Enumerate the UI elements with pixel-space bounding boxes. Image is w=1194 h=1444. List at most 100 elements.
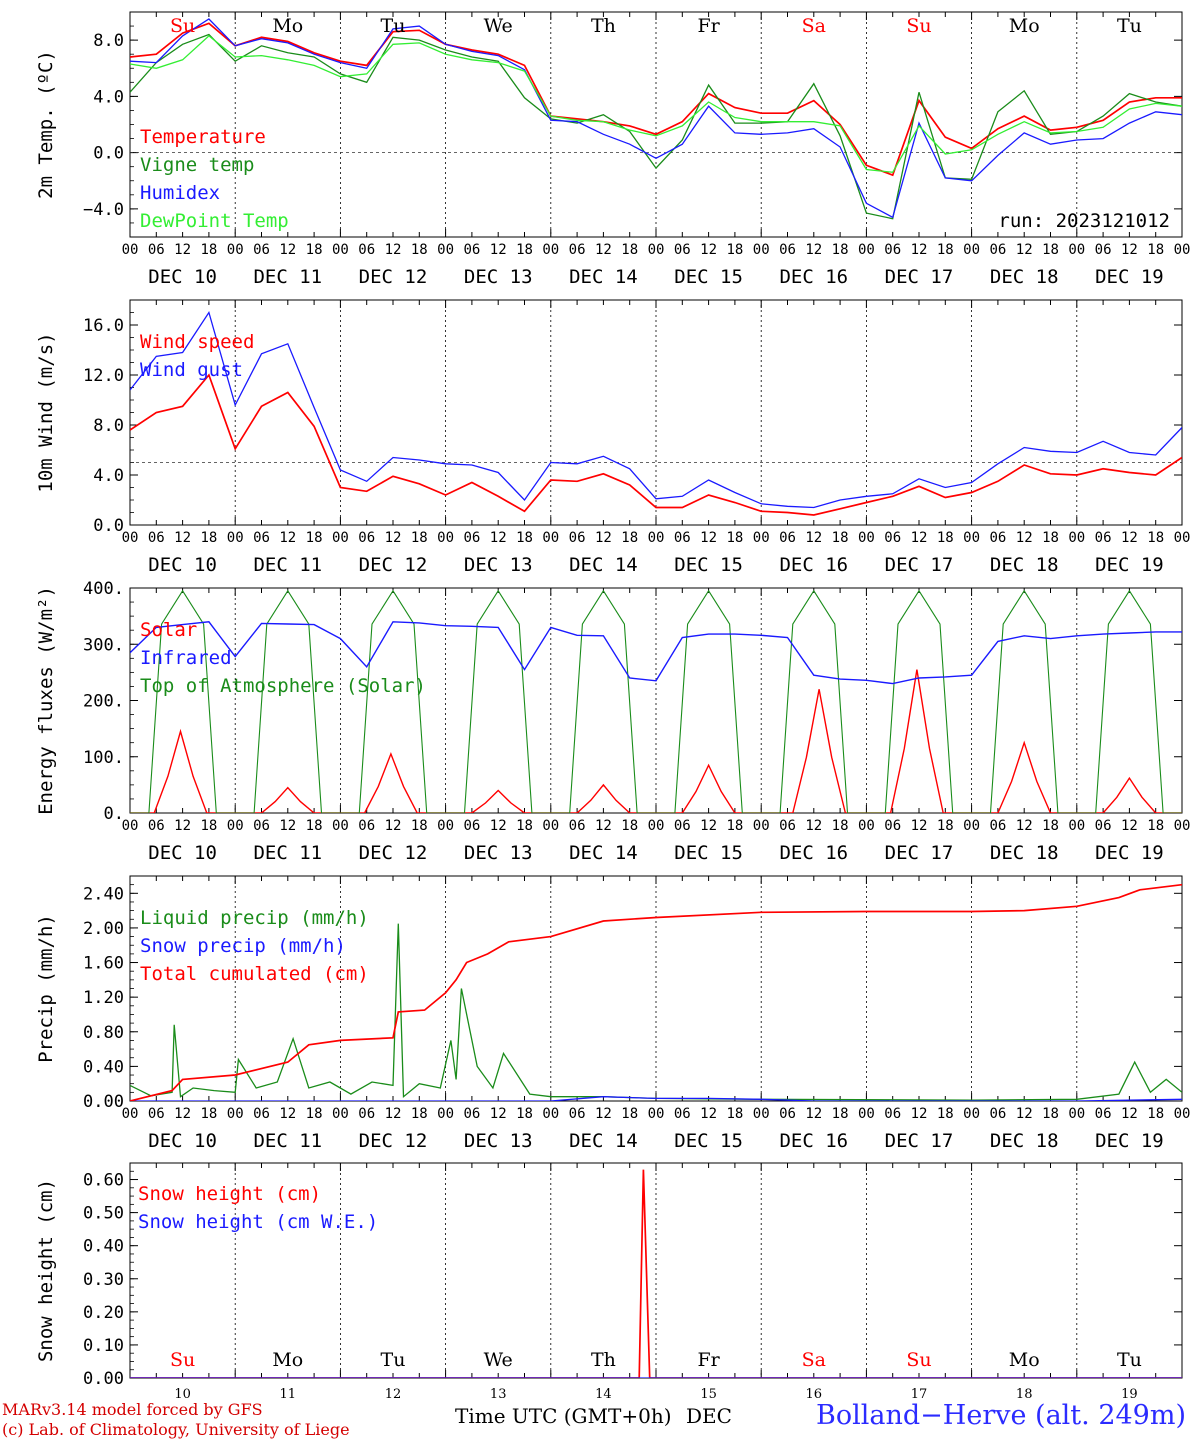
weekday-label-bottom: Tu <box>1117 1349 1142 1371</box>
x-hour-label: 12 <box>490 242 507 258</box>
x-hour-label: 06 <box>674 1106 691 1122</box>
y-tick-label: 0.10 <box>83 1336 124 1356</box>
x-hour-label: 00 <box>227 818 244 834</box>
legend-entry: Liquid precip (mm/h) <box>140 907 369 929</box>
x-hour-label: 12 <box>279 1106 296 1122</box>
x-hour-label: 00 <box>542 818 559 834</box>
series-line <box>130 1169 1182 1378</box>
date-label: DEC 12 <box>359 1130 428 1152</box>
x-hour-label: 00 <box>753 530 770 546</box>
x-hour-label: 00 <box>858 530 875 546</box>
legend-entry: Solar <box>140 619 197 641</box>
x-hour-label: 12 <box>1121 242 1138 258</box>
x-hour-label: 18 <box>1042 242 1059 258</box>
x-hour-label: 18 <box>937 242 954 258</box>
date-label: DEC 11 <box>253 1130 322 1152</box>
weekday-label: Mo <box>272 15 303 37</box>
date-label: DEC 19 <box>1095 1130 1164 1152</box>
date-label: DEC 16 <box>779 554 848 576</box>
y-tick-label: 16.0 <box>83 316 124 336</box>
series-line <box>130 1096 1182 1101</box>
x-hour-label: 00 <box>648 242 665 258</box>
x-hour-label: 00 <box>1174 1106 1191 1122</box>
x-hour-label: 06 <box>253 242 270 258</box>
y-axis-label: Energy fluxes (W/m²) <box>35 586 57 815</box>
x-hour-label: 18 <box>1042 1106 1059 1122</box>
x-hour-label: 00 <box>122 818 139 834</box>
x-hour-label: 06 <box>463 818 480 834</box>
x-hour-label: 18 <box>1147 242 1164 258</box>
y-tick-label: 1.60 <box>83 954 124 974</box>
date-label: DEC 18 <box>990 1130 1059 1152</box>
x-hour-label: 12 <box>174 1106 191 1122</box>
x-hour-label: 18 <box>306 242 323 258</box>
weekday-label-bottom: Mo <box>272 1349 303 1371</box>
y-tick-label: 0.0 <box>93 144 124 164</box>
x-hour-label: 12 <box>279 242 296 258</box>
x-hour-label: 18 <box>200 1106 217 1122</box>
x-hour-label: 06 <box>253 1106 270 1122</box>
y-tick-label: 12.0 <box>83 366 124 386</box>
legend-entry: Top of Atmosphere (Solar) <box>140 675 426 697</box>
x-hour-label: 00 <box>437 242 454 258</box>
legend-entry: Humidex <box>140 182 220 204</box>
y-tick-label: 4.0 <box>93 87 124 107</box>
legend-entry: DewPoint Temp <box>140 210 289 232</box>
date-label: DEC 15 <box>674 1130 743 1152</box>
x-hour-label: 06 <box>884 242 901 258</box>
x-hour-label: 06 <box>989 1106 1006 1122</box>
legend-entry: Temperature <box>140 126 266 148</box>
x-hour-label: 12 <box>279 818 296 834</box>
x-hour-label: 12 <box>595 1106 612 1122</box>
x-hour-label: 00 <box>858 242 875 258</box>
model-credit: MARv3.14 model forced by GFS <box>2 1400 263 1419</box>
date-label: DEC 19 <box>1095 266 1164 288</box>
date-label: DEC 16 <box>779 842 848 864</box>
x-hour-label: 18 <box>937 818 954 834</box>
y-axis-label: 10m Wind (m/s) <box>35 332 57 492</box>
weekday-label-bottom: Sa <box>802 1349 826 1371</box>
x-hour-label: 12 <box>385 1106 402 1122</box>
x-hour-label: 06 <box>569 530 586 546</box>
x-hour-label: 00 <box>332 818 349 834</box>
x-hour-label: 12 <box>595 242 612 258</box>
weekday-label-bottom: Su <box>170 1349 195 1371</box>
x-hour-label: 00 <box>963 818 980 834</box>
x-hour-label: 18 <box>726 1106 743 1122</box>
x-hour-label: 12 <box>490 1106 507 1122</box>
x-hour-label: 12 <box>279 530 296 546</box>
x-hour-label: 06 <box>569 1106 586 1122</box>
x-hour-label: 12 <box>700 818 717 834</box>
x-hour-label: 00 <box>1174 818 1191 834</box>
x-hour-label: 06 <box>148 530 165 546</box>
x-hour-label: 18 <box>306 818 323 834</box>
y-tick-label: 0.20 <box>83 1303 124 1323</box>
y-tick-label: 2.00 <box>83 919 124 939</box>
panel-2 <box>129 299 1183 526</box>
weekday-label: Tu <box>1117 15 1142 37</box>
x-hour-label: 18 <box>516 1106 533 1122</box>
y-tick-label: 0. <box>104 804 124 824</box>
series-line <box>130 33 1182 220</box>
series-group <box>130 18 1182 220</box>
x-hour-label: 00 <box>332 242 349 258</box>
date-label: DEC 14 <box>569 1130 638 1152</box>
series-group <box>130 589 1182 813</box>
x-hour-label: 06 <box>779 818 796 834</box>
x-hour-label: 18 <box>621 818 638 834</box>
x-hour-label: 12 <box>385 242 402 258</box>
series-line <box>130 883 1182 1101</box>
x-hour-label: 06 <box>463 242 480 258</box>
day-number-label: 18 <box>1016 1387 1033 1402</box>
y-tick-label: 0.50 <box>83 1204 124 1224</box>
x-hour-label: 00 <box>648 530 665 546</box>
x-hour-label: 18 <box>937 1106 954 1122</box>
y-tick-label: 0.40 <box>83 1237 124 1257</box>
y-tick-label: 1.20 <box>83 988 124 1008</box>
x-hour-label: 12 <box>911 1106 928 1122</box>
weekday-label-bottom: We <box>484 1349 513 1371</box>
x-hour-label: 00 <box>122 530 139 546</box>
y-tick-label: 100. <box>83 748 124 768</box>
x-hour-label: 18 <box>1147 1106 1164 1122</box>
